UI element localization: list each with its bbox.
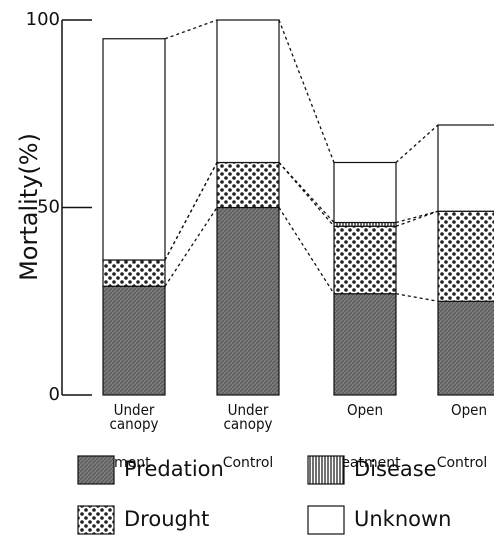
bar-segment	[437, 124, 494, 212]
bar-segment	[333, 161, 397, 224]
legend-label: Drought	[124, 507, 209, 531]
connector	[395, 124, 439, 163]
x-subcategory-label: Control	[223, 455, 274, 471]
legend-label: Predation	[124, 457, 224, 481]
bar-segment	[102, 285, 166, 396]
legend-label: Disease	[354, 457, 437, 481]
connector	[395, 293, 439, 302]
bar-segment	[437, 210, 494, 302]
legend-swatch	[77, 505, 115, 535]
connector	[278, 19, 335, 163]
y-tick-label: 50	[37, 197, 60, 218]
x-tick-label: Open	[450, 401, 488, 419]
y-tick-label: 0	[49, 384, 60, 405]
bar-segment	[216, 19, 280, 164]
x-subcategory-label: Treatment	[328, 455, 401, 471]
bar-segment	[437, 300, 494, 396]
bar-segment	[216, 206, 280, 396]
bar-segment	[333, 225, 397, 295]
connector	[164, 207, 218, 287]
bar-segment	[216, 161, 280, 209]
x-tick-label: Under canopy	[223, 401, 273, 433]
legend-swatch	[307, 455, 345, 485]
connector	[164, 19, 218, 40]
legend-swatch	[307, 505, 345, 535]
connector	[278, 207, 335, 295]
connector	[164, 162, 218, 261]
x-subcategory-label: Control	[437, 455, 488, 471]
legend-label: Unknown	[354, 507, 451, 531]
bar-segment	[102, 38, 166, 261]
x-tick-label: Open	[346, 401, 384, 419]
bar-segment	[333, 293, 397, 396]
bar-segment	[102, 259, 166, 287]
connector	[395, 210, 439, 224]
y-axis-label: Mortality(%)	[15, 133, 43, 281]
x-tick-label: Under canopy	[109, 401, 159, 433]
connector	[278, 162, 335, 223]
legend-swatch	[77, 455, 115, 485]
y-tick-label: 100	[26, 9, 60, 30]
